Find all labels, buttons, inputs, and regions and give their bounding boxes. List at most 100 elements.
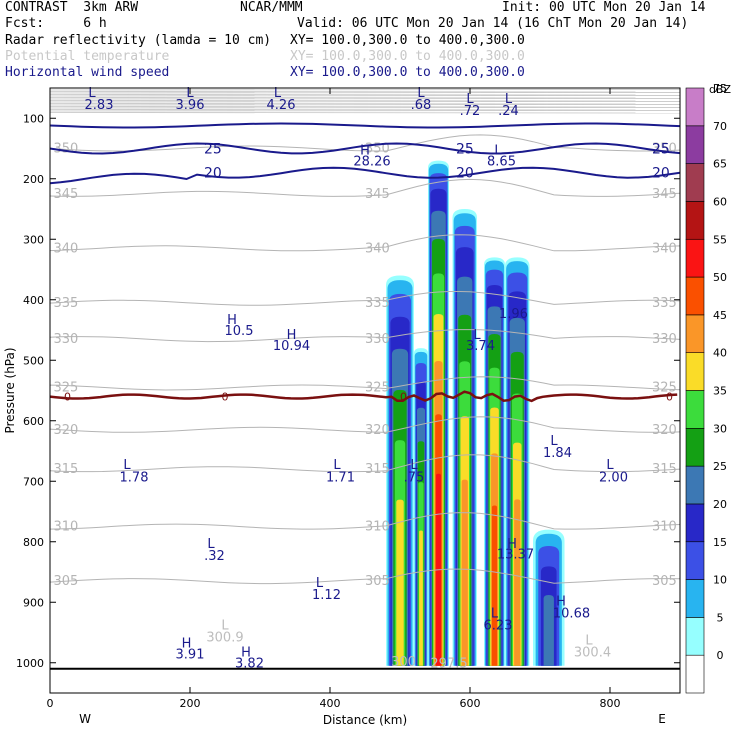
annotation-label: 3.96: [176, 98, 205, 113]
field-reflectivity-xy: XY= 100.0,300.0 to 400.0,300.0: [290, 33, 525, 48]
reflectivity-cell-5-level-45: [514, 499, 521, 666]
annotation-label: L: [585, 634, 593, 649]
colorbar-label: 75: [713, 82, 727, 95]
x-axis-title: Distance (km): [323, 713, 407, 727]
theta-contour-345: [49, 178, 681, 197]
wind-label-20: 20: [204, 166, 222, 182]
colorbar-label: 0: [717, 649, 724, 662]
annotation-label: 2.83: [85, 98, 114, 113]
extrema-annotations: L2.83L3.96L4.26L.68L.72L.24H28.26L8.65H1…: [85, 86, 628, 672]
y-tick-label: 700: [23, 475, 44, 488]
x-tick-label: 0: [47, 697, 54, 710]
theta-label-335: 335: [54, 296, 79, 311]
theta-label-330: 330: [54, 332, 79, 347]
y-tick-label: 600: [23, 415, 44, 428]
theta-label-335: 335: [365, 296, 390, 311]
theta-dense-line: [49, 109, 681, 111]
theta-dense-line: [49, 101, 681, 103]
theta-label-305: 305: [652, 574, 677, 589]
theta-label-310: 310: [54, 520, 79, 535]
freezing-label: 0: [400, 391, 407, 404]
annotation-label: 1.84: [543, 446, 572, 461]
theta-label-310: 310: [365, 520, 390, 535]
annotation-label: .24: [498, 104, 519, 119]
y-tick-label: 1000: [16, 657, 44, 670]
model-label: CONTRAST 3km ARW: [5, 0, 139, 15]
annotation-label: H: [182, 637, 192, 652]
plot-frame: [49, 87, 681, 694]
colorbar-swatch-35: [685, 390, 705, 429]
reflectivity-cell-3-level-45: [461, 479, 468, 666]
x-end-label-west: W: [79, 712, 91, 726]
colorbar-label: 40: [713, 347, 727, 360]
wind-speed-contours: 25 25 25 20 20 20: [49, 122, 681, 185]
theta-label-325: 325: [54, 380, 79, 395]
theta-label-305: 305: [365, 574, 390, 589]
annotation-label: L: [333, 458, 341, 473]
colorbar-label: 60: [713, 195, 727, 208]
valid-time: Valid: 06 UTC Mon 20 Jan 14 (16 ChT Mon …: [297, 16, 689, 31]
x-tick-label: 200: [180, 697, 201, 710]
annotation-label: .32: [204, 549, 225, 564]
annotation-label: .72: [460, 104, 481, 119]
annotation-label: 6.23: [484, 618, 513, 633]
freezing-contour: [49, 390, 678, 403]
annotation-label: 13.37: [497, 548, 534, 563]
reflectivity-cell-6-level-25: [543, 594, 554, 666]
colorbar-swatch-15: [685, 541, 705, 580]
annotation-label: 4.26: [267, 98, 296, 113]
theta-label-315: 315: [652, 462, 677, 477]
colorbar-swatch-45: [685, 314, 705, 353]
theta-label-315: 315: [365, 462, 390, 477]
theta-contour-335: [49, 291, 681, 306]
colorbar-swatch-20: [685, 503, 705, 543]
field-reflectivity-name: Radar reflectivity (lamda = 10 cm): [5, 33, 272, 48]
annotation-label: L: [491, 606, 499, 621]
annotation-label: 2.00: [599, 470, 628, 485]
theta-dense-line: [49, 89, 681, 91]
x-tick-label: 600: [460, 697, 481, 710]
theta-dense-line: [49, 103, 681, 105]
theta-label-325: 325: [652, 380, 677, 395]
freezing-level-contour: 0 0 0 0: [49, 390, 678, 404]
annotation-label: L: [466, 92, 474, 107]
center-label: NCAR/MMM: [240, 0, 303, 15]
colorbar-swatch-65: [685, 163, 705, 202]
theta-contour-320: [49, 416, 681, 433]
reflectivity-cell-1-level-40: [419, 530, 423, 666]
theta-contour-310: [49, 512, 681, 530]
colorbar-label: 70: [713, 120, 727, 133]
annotation-label: 3.74: [466, 339, 495, 354]
theta-label-340: 340: [54, 241, 79, 256]
field-theta-name: Potential temperature: [5, 49, 170, 64]
annotation-label: 1.71: [326, 470, 355, 485]
freezing-label: 0: [64, 391, 71, 404]
wind-label-25: 25: [204, 142, 222, 158]
theta-label-340: 340: [652, 241, 677, 256]
annotation-label: 300.9: [206, 631, 243, 646]
annotation-label: L: [221, 618, 229, 633]
colorbar-label: 35: [713, 385, 727, 398]
theta-contour-350: [49, 134, 681, 152]
colorbar-label: 10: [713, 574, 727, 587]
y-tick-label: 100: [23, 112, 44, 125]
annotation-label: .68: [411, 98, 432, 113]
annotation-label: 10.68: [553, 606, 590, 621]
colorbar-label: 55: [713, 233, 727, 246]
theta-dense-line: [49, 107, 681, 109]
colorbar-swatch-60: [685, 201, 705, 240]
colorbar-unit: dBZ: [709, 83, 732, 96]
colorbar-swatch-25: [685, 465, 705, 505]
colorbar-swatch-70: [685, 125, 705, 164]
reflectivity-cell-4-level-50: [491, 505, 498, 666]
y-tick-label: 800: [23, 536, 44, 549]
theta-label-325: 325: [365, 380, 390, 395]
freezing-label: 0: [222, 391, 229, 404]
annotation-label: L: [606, 458, 614, 473]
theta-label-315: 315: [54, 462, 79, 477]
y-tick-label: 900: [23, 596, 44, 609]
theta-label-320: 320: [652, 423, 677, 438]
